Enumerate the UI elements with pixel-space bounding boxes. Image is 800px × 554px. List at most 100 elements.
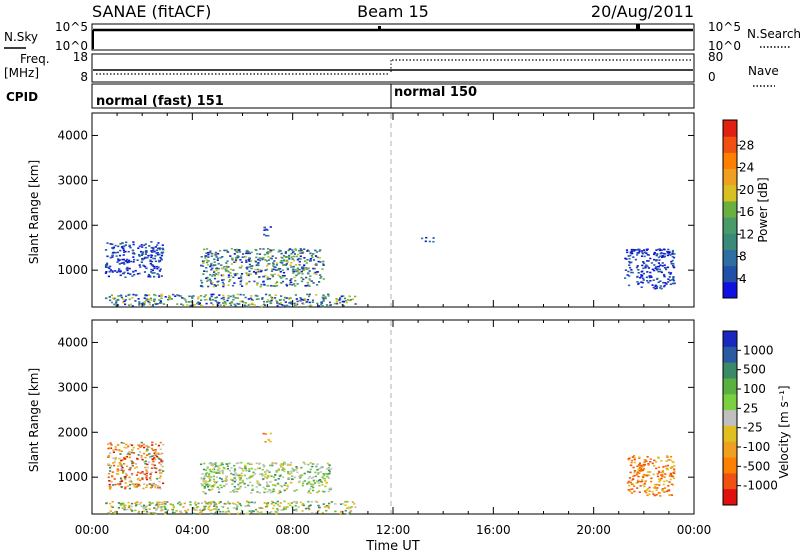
echo-point: [222, 298, 226, 301]
echo-point: [236, 293, 239, 296]
echo-point: [660, 249, 663, 251]
echo-point: [239, 482, 242, 484]
echo-point: [279, 484, 282, 487]
echo-point: [239, 485, 242, 488]
echo-point: [328, 301, 332, 304]
echo-point: [105, 297, 108, 299]
echo-point: [655, 287, 658, 289]
echo-point: [210, 282, 213, 284]
echo-point: [119, 504, 122, 507]
echo-point: [112, 464, 116, 467]
echo-point: [244, 464, 247, 467]
echo-point: [346, 507, 349, 509]
echo-point: [226, 507, 230, 510]
echo-point: [119, 481, 122, 483]
echo-point: [261, 297, 264, 299]
echo-point: [251, 299, 254, 301]
echo-point: [302, 504, 305, 507]
echo-point: [635, 482, 638, 484]
echo-point: [262, 463, 265, 466]
echo-point: [212, 299, 215, 301]
echo-point: [213, 258, 216, 261]
echo-point: [122, 469, 125, 472]
echo-point: [202, 491, 205, 493]
echo-point: [661, 489, 664, 491]
echo-point: [308, 293, 311, 296]
echo-point: [150, 254, 154, 257]
echo-point: [661, 488, 664, 490]
echo-point: [267, 485, 270, 487]
echo-point: [322, 473, 325, 475]
echo-point: [286, 267, 289, 270]
echo-point: [227, 510, 230, 513]
echo-point: [274, 510, 277, 513]
echo-point: [630, 464, 633, 467]
echo-point: [117, 245, 120, 248]
echo-point: [263, 233, 266, 236]
echo-point: [143, 271, 147, 273]
echo-point: [150, 264, 153, 266]
echo-point: [206, 264, 210, 266]
echo-point: [158, 477, 162, 479]
echo-point: [307, 284, 310, 286]
echo-point: [154, 294, 157, 297]
echo-point: [303, 299, 306, 301]
echo-point: [225, 262, 228, 264]
echo-point: [661, 262, 664, 264]
echo-point: [644, 266, 647, 269]
echo-point: [131, 444, 134, 447]
echo-point: [256, 295, 259, 297]
echo-point: [223, 502, 226, 505]
echo-point: [114, 448, 117, 451]
echo-point: [233, 470, 236, 472]
echo-point: [268, 300, 271, 303]
echo-point: [256, 306, 259, 308]
echo-point: [134, 463, 138, 465]
echo-point: [147, 254, 150, 257]
echo-point: [244, 465, 247, 468]
echo-point: [350, 506, 353, 508]
echo-point: [195, 506, 198, 509]
echo-point: [234, 259, 238, 261]
echo-point: [138, 484, 141, 487]
echo-point: [155, 509, 158, 511]
echo-point: [154, 449, 157, 451]
echo-point: [141, 257, 144, 260]
echo-point: [638, 470, 641, 472]
echo-point: [248, 468, 251, 470]
echo-point: [302, 266, 305, 268]
echo-point: [204, 480, 208, 483]
colorbar-segment: [723, 362, 737, 379]
echo-point: [257, 298, 260, 300]
echo-point: [290, 303, 293, 305]
echo-point: [308, 475, 311, 478]
echo-point: [136, 501, 139, 503]
echo-point: [134, 467, 137, 469]
echo-point: [153, 250, 156, 253]
echo-point: [142, 510, 145, 513]
echo-point: [181, 297, 184, 299]
echo-point: [221, 470, 224, 472]
echo-point: [283, 484, 286, 487]
echo-point: [108, 488, 112, 490]
echo-point: [136, 478, 139, 481]
echo-point: [213, 274, 216, 277]
echo-point: [279, 303, 282, 305]
echo-point: [230, 263, 233, 265]
echo-point: [668, 494, 671, 496]
echo-point: [665, 467, 668, 470]
echo-point: [188, 301, 191, 303]
echo-point: [154, 512, 157, 515]
echo-point: [299, 248, 302, 250]
echo-point: [303, 257, 306, 259]
echo-point: [227, 284, 230, 286]
echo-point: [199, 508, 202, 511]
echo-point: [653, 264, 656, 266]
echo-point: [255, 256, 258, 259]
echo-point: [665, 460, 668, 462]
echo-point: [316, 463, 319, 465]
echo-point: [164, 513, 167, 515]
echo-point: [325, 505, 328, 507]
echo-point: [280, 252, 283, 255]
echo-point: [634, 258, 637, 261]
